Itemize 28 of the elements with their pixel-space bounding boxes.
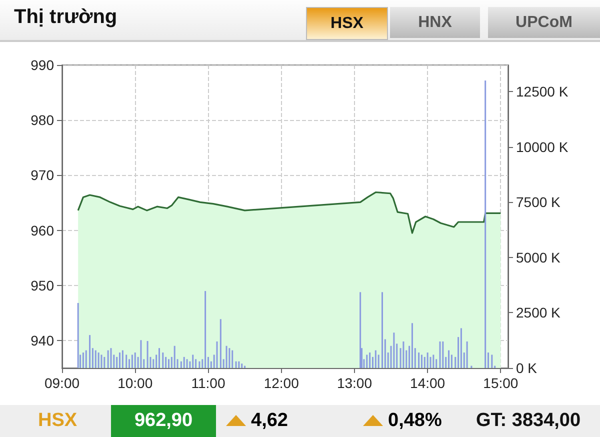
text: HNX (390, 7, 480, 38)
y2-tick-label: 2500 K (516, 304, 562, 321)
y2-tick-label: 0 K (516, 360, 538, 376)
x-tick-label: 10:00 (118, 375, 153, 391)
x-tick-label: 13:00 (336, 375, 372, 391)
text: 962,90 (111, 405, 216, 437)
y-tick-label: 940 (30, 332, 54, 348)
text: 4,62 (251, 409, 288, 433)
y2-tick-label: 5000 K (516, 249, 562, 266)
y-tick-label: 960 (30, 222, 54, 238)
y-tick-label: 980 (30, 112, 54, 128)
y-tick-label: 990 (30, 57, 54, 73)
chart-title: Thị trường (14, 6, 118, 29)
x-tick-label: 14:00 (410, 375, 446, 391)
text: HSX (306, 7, 388, 40)
text: GT: 3834,00 (476, 409, 581, 433)
y2-tick-label: 7500 K (516, 194, 562, 210)
y2-tick-label: 10000 K (516, 138, 569, 155)
y-tick-label: 970 (30, 167, 54, 184)
x-tick-label: 12:00 (264, 375, 300, 391)
x-tick-label: 15:00 (483, 375, 518, 391)
y2-tick-label: 12500 K (516, 84, 569, 100)
text: UPCoM (488, 7, 600, 38)
x-tick-label: 11:00 (191, 375, 226, 391)
text: 0,48% (388, 409, 442, 433)
x-tick-label: 09:00 (44, 375, 80, 391)
text: HSX (38, 409, 78, 433)
y-tick-label: 950 (30, 277, 54, 294)
